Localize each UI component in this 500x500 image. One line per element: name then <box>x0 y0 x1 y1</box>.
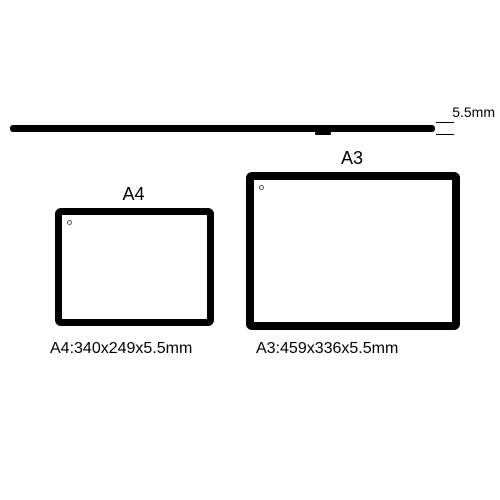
thickness-tick-top <box>436 122 454 123</box>
a3-dimensions-label: A3:459x336x5.5mm <box>256 340 398 358</box>
a4-power-indicator <box>67 220 72 225</box>
diagram-stage: 5.5mm A4 A4:340x249x5.5mm A3 A3:459x336x… <box>0 0 500 500</box>
thickness-label: 5.5mm <box>452 104 495 120</box>
a3-title: A3 <box>341 148 363 169</box>
a4-dimensions-label: A4:340x249x5.5mm <box>50 340 192 358</box>
a3-panel <box>246 172 460 330</box>
tablet-side-view <box>10 125 435 132</box>
a3-power-indicator <box>259 185 264 190</box>
thickness-tick-bot <box>436 134 454 135</box>
a4-title: A4 <box>123 184 145 205</box>
tablet-side-port <box>315 132 331 135</box>
a4-panel <box>55 208 214 326</box>
